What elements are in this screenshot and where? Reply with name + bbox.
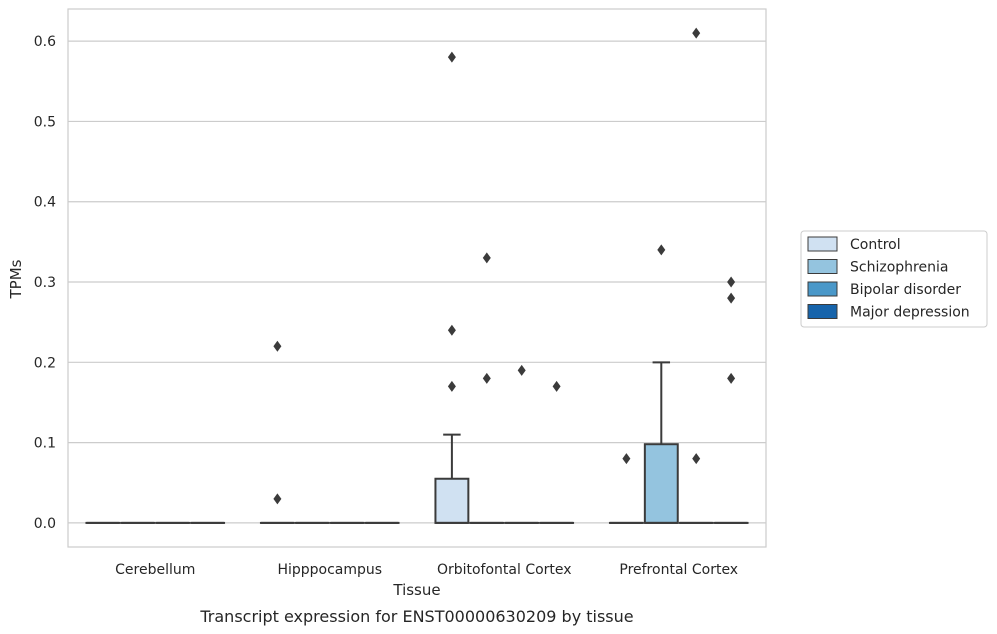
outlier-point bbox=[517, 364, 526, 376]
y-axis-ticks: 0.0 0.1 0.2 0.3 0.4 0.5 0.6 bbox=[34, 34, 56, 532]
y-tick-label: 0.2 bbox=[34, 355, 56, 371]
box-body bbox=[643, 443, 679, 524]
box bbox=[539, 380, 575, 524]
y-tick-label: 0.5 bbox=[34, 114, 56, 130]
box-series bbox=[85, 27, 749, 524]
outlier-point bbox=[692, 27, 701, 39]
outlier-point bbox=[482, 252, 491, 264]
y-tick-label: 0.6 bbox=[34, 34, 56, 50]
box bbox=[713, 276, 749, 524]
y-tick-label: 0.4 bbox=[34, 195, 56, 211]
legend-label: Control bbox=[850, 237, 901, 253]
y-tick-label: 0.1 bbox=[34, 436, 56, 452]
outlier-point bbox=[622, 453, 631, 465]
x-tick-label: Cerebellum bbox=[115, 562, 195, 578]
y-axis-title: TPMs bbox=[7, 259, 25, 299]
box-body bbox=[434, 477, 470, 524]
y-tick-label: 0.0 bbox=[34, 516, 56, 532]
box bbox=[259, 340, 295, 524]
outlier-point bbox=[447, 51, 456, 63]
gridlines bbox=[68, 40, 766, 524]
legend-frame bbox=[800, 230, 988, 328]
series-control bbox=[85, 51, 644, 524]
outlier-point bbox=[447, 380, 456, 392]
outlier-point bbox=[482, 372, 491, 384]
outlier-point bbox=[727, 292, 736, 304]
legend-label: Schizophrenia bbox=[850, 260, 948, 276]
legend: Control Schizophrenia Bipolar disorder Majo… bbox=[800, 230, 988, 328]
outlier-point bbox=[727, 276, 736, 288]
box bbox=[469, 252, 505, 524]
legend-swatch bbox=[807, 281, 838, 297]
legend-swatch bbox=[807, 236, 838, 252]
x-axis-title: Tissue bbox=[392, 581, 440, 599]
legend-label: Bipolar disorder bbox=[850, 282, 961, 298]
plot-area-frame bbox=[67, 8, 767, 548]
outlier-point bbox=[727, 372, 736, 384]
x-tick-label: Hipppocampus bbox=[277, 562, 382, 578]
chart-caption: Transcript expression for ENST0000063020… bbox=[199, 607, 633, 626]
box bbox=[504, 364, 540, 524]
x-tick-label: Orbitofontal Cortex bbox=[437, 562, 572, 578]
series-bipolar-disorder bbox=[155, 27, 714, 524]
legend-swatch bbox=[807, 304, 838, 319]
x-tick-label: Prefrontal Cortex bbox=[619, 562, 738, 578]
x-axis-ticks: Cerebellum Hipppocampus Orbitofontal Corte… bbox=[115, 562, 738, 578]
series-major-depression bbox=[190, 276, 749, 524]
legend-swatch bbox=[807, 259, 838, 274]
box bbox=[608, 453, 644, 524]
box bbox=[678, 27, 714, 524]
box bbox=[643, 244, 679, 524]
outlier-point bbox=[273, 340, 282, 352]
outlier-point bbox=[447, 324, 456, 336]
outlier-point bbox=[657, 244, 666, 256]
outlier-point bbox=[273, 493, 282, 505]
outlier-point bbox=[552, 380, 561, 392]
legend-items: Control Schizophrenia Bipolar disorder Majo… bbox=[807, 236, 970, 321]
outlier-point bbox=[692, 453, 701, 465]
box bbox=[434, 51, 470, 524]
series-schizophrenia bbox=[120, 244, 679, 524]
y-tick-label: 0.3 bbox=[34, 275, 56, 291]
legend-label: Major depression bbox=[850, 305, 970, 321]
